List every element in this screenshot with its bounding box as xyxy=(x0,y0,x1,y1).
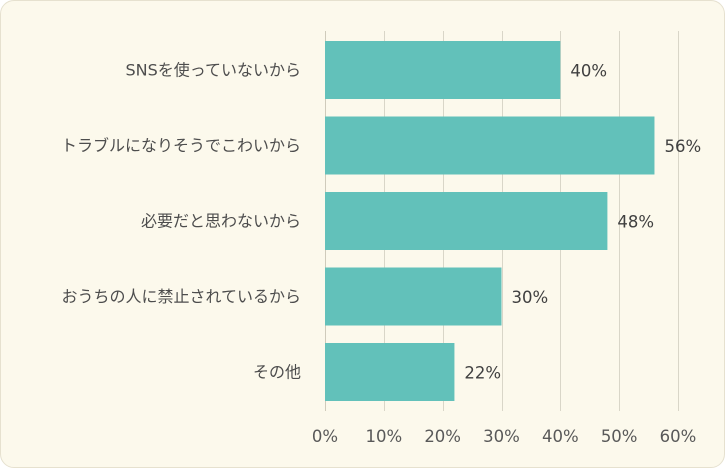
bar xyxy=(325,41,561,99)
x-tick-label: 60% xyxy=(660,427,697,446)
bar xyxy=(325,267,502,326)
x-tick-label: 10% xyxy=(365,427,402,446)
bar xyxy=(325,343,455,401)
category-label: おうちの人に禁止されているから xyxy=(61,287,301,306)
category-label: トラブルになりそうでこわいから xyxy=(61,136,301,155)
value-label: 48% xyxy=(617,213,654,232)
value-label: 56% xyxy=(664,137,701,156)
category-label: その他 xyxy=(253,363,301,382)
x-tick-label: 40% xyxy=(542,427,579,446)
bar xyxy=(325,192,608,250)
value-label: 30% xyxy=(512,288,549,307)
x-tick-label: 0% xyxy=(312,427,338,446)
category-label: SNSを使っていないから xyxy=(126,61,301,80)
x-tick-label: 50% xyxy=(601,427,638,446)
value-labels: 40% 56% 48% 30% 22% xyxy=(464,62,701,383)
category-labels: SNSを使っていないからトラブルになりそうでこわいから必要だと思わないからおうち… xyxy=(61,61,301,382)
x-tick-label: 20% xyxy=(424,427,461,446)
x-axis-tick-labels: 0% 10% 20% 30% 40% 50% 60% xyxy=(312,427,696,446)
x-tick-label: 30% xyxy=(483,427,520,446)
value-label: 40% xyxy=(570,62,607,81)
bar xyxy=(325,116,655,175)
bars xyxy=(325,41,655,401)
value-label: 22% xyxy=(464,364,501,383)
category-label: 必要だと思わないから xyxy=(141,212,301,231)
